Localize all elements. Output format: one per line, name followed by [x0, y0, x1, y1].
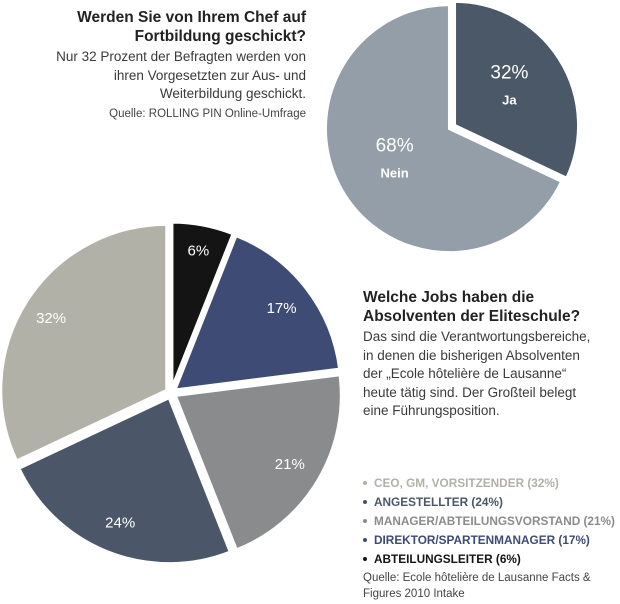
legend-dot	[363, 537, 367, 542]
pie-percent-label: 17%	[267, 300, 297, 317]
pie-percent-label: 21%	[275, 456, 305, 473]
pie-chart-jobs: 6% 17% 21% 24% 32%	[0, 220, 343, 566]
legend-label: CEO, GM, VORSITZENDER (32%)	[374, 476, 559, 490]
jobs-question-title: Welche Jobs haben die Absolventen der El…	[363, 289, 581, 325]
pie-slice	[173, 373, 343, 552]
legend-item: ANGESTELLTER (24%)	[363, 493, 618, 512]
pie-slice	[170, 220, 235, 389]
pie-category-label: Ja	[502, 93, 517, 108]
legend-dot	[363, 480, 367, 485]
pie-percent-label: 68%	[376, 135, 414, 156]
legend-label: DIREKTOR/SPARTENMANAGER (17%)	[374, 533, 590, 547]
pie-slice	[16, 395, 233, 566]
pie-slice-nein	[324, 3, 564, 255]
legend-dot	[363, 499, 367, 504]
legend-label: MANAGER/ABTEILUNGSVORSTAND (21%)	[374, 514, 615, 528]
pie-percent-label: 32%	[490, 63, 528, 84]
pie-slice-ja	[453, 0, 581, 181]
jobs-legend: CEO, GM, VORSITZENDER (32%) ANGESTELLTER…	[363, 474, 618, 569]
training-question-title: Werden Sie von Ihrem Chef auf Fortbildun…	[77, 9, 306, 45]
pie-slice	[172, 233, 342, 392]
training-question-block: Werden Sie von Ihrem Chef auf Fortbildun…	[40, 8, 306, 122]
legend-item: MANAGER/ABTEILUNGSVORSTAND (21%)	[363, 512, 618, 531]
pie-category-label: Nein	[380, 165, 408, 180]
training-question-text: Nur 32 Prozent der Befragten werden von …	[56, 49, 306, 101]
legend-item: DIREKTOR/SPARTENMANAGER (17%)	[363, 531, 618, 550]
legend-item: CEO, GM, VORSITZENDER (32%)	[363, 474, 618, 493]
jobs-question-block: Welche Jobs haben die Absolventen der El…	[363, 288, 603, 421]
legend-dot	[363, 556, 367, 561]
pie-percent-label: 32%	[36, 310, 66, 327]
legend-label: ANGESTELLTER (24%)	[374, 495, 503, 509]
legend-dot	[363, 518, 367, 523]
pie-chart-training: 32% Ja 68% Nein	[324, 0, 581, 255]
jobs-question-text: Das sind die Verantwortungsbereiche, in …	[363, 329, 591, 418]
training-question-source: Quelle: ROLLING PIN Online-Umfrage	[109, 107, 306, 120]
pie-percent-label: 24%	[105, 514, 135, 531]
pie-percent-label: 6%	[188, 243, 210, 260]
legend-item: ABTEILUNGSLEITER (6%)	[363, 550, 618, 569]
jobs-source: Quelle: Ecole hôtelière de Lausanne Fact…	[363, 572, 591, 600]
legend-label: ABTEILUNGSLEITER (6%)	[374, 552, 521, 566]
pie-slice	[0, 222, 169, 463]
